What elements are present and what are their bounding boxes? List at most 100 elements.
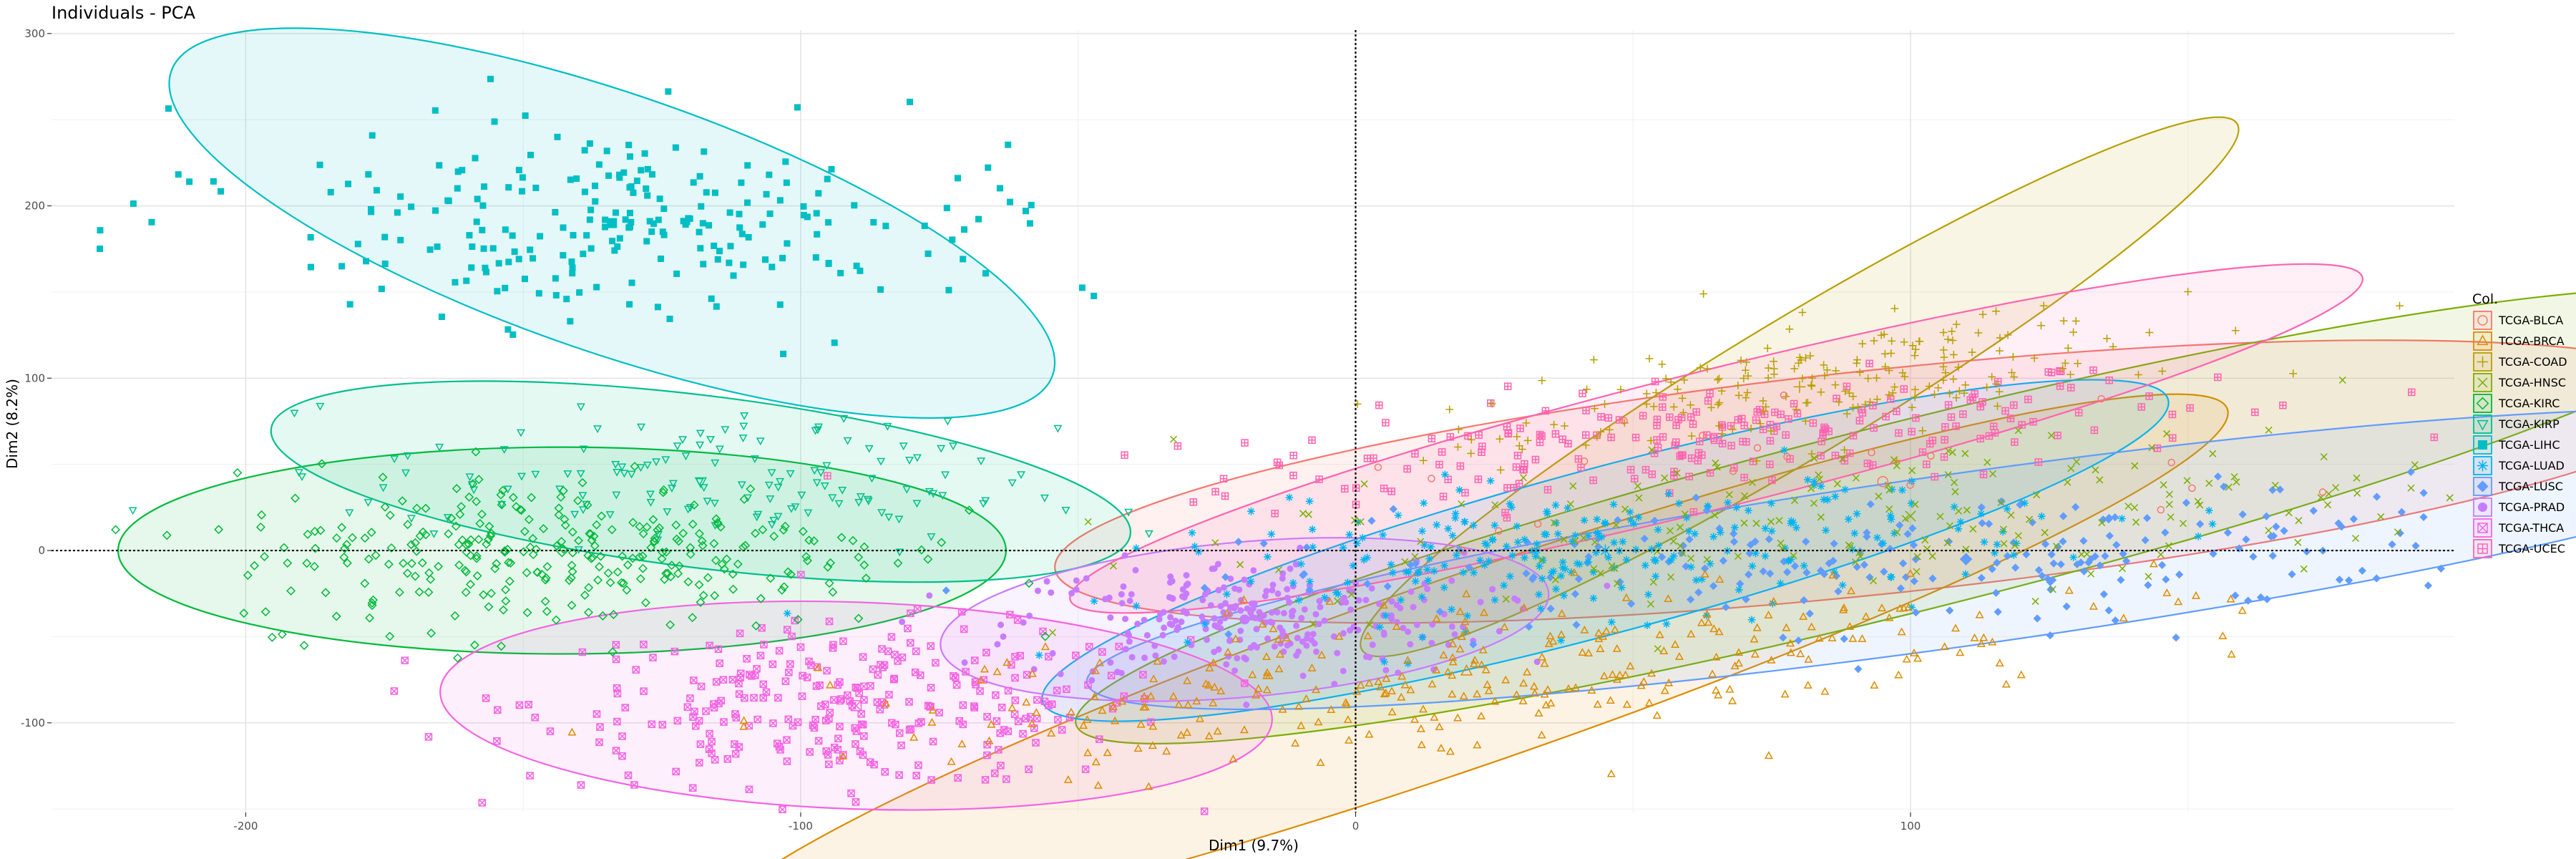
point-tcga-prad bbox=[1382, 666, 1390, 674]
point-tcga-brca bbox=[1469, 659, 1478, 668]
point-tcga-kirp bbox=[673, 442, 682, 451]
point-tcga-prad bbox=[1068, 590, 1075, 597]
point-tcga-brca bbox=[2016, 670, 2026, 679]
point-tcga-coad bbox=[1888, 336, 1896, 345]
point-tcga-thca bbox=[860, 732, 868, 740]
point-tcga-hnsc bbox=[1845, 541, 1853, 549]
point-tcga-kirp bbox=[753, 510, 763, 519]
point-tcga-thca bbox=[1096, 735, 1103, 743]
point-tcga-lihc bbox=[837, 269, 844, 276]
point-tcga-brca bbox=[1098, 706, 1107, 714]
point-tcga-kirp bbox=[895, 548, 904, 557]
point-tcga-lusc bbox=[1745, 571, 1753, 579]
point-tcga-lihc bbox=[824, 175, 831, 183]
point-tcga-hnsc bbox=[2007, 511, 2015, 519]
point-tcga-brca bbox=[1108, 702, 1118, 711]
point-tcga-prad bbox=[1334, 649, 1341, 656]
point-tcga-coad bbox=[1900, 338, 1908, 346]
point-tcga-lusc bbox=[1903, 530, 1912, 538]
point-tcga-lihc bbox=[502, 226, 509, 233]
point-tcga-kirc bbox=[527, 492, 537, 503]
point-tcga-ucec bbox=[1543, 485, 1552, 494]
point-tcga-thca bbox=[825, 715, 833, 723]
point-tcga-hnsc bbox=[1870, 577, 1878, 585]
point-tcga-ucec bbox=[1882, 412, 1890, 421]
point-tcga-brca bbox=[1611, 625, 1620, 634]
point-tcga-thca bbox=[612, 747, 620, 754]
point-tcga-kirc bbox=[640, 598, 650, 608]
point-tcga-ucec bbox=[1503, 514, 1511, 522]
point-tcga-lusc bbox=[1765, 535, 1774, 543]
point-tcga-luad bbox=[1536, 604, 1545, 613]
point-tcga-thca bbox=[784, 715, 792, 724]
legend-symbol bbox=[2477, 480, 2489, 492]
point-tcga-ucec bbox=[1435, 460, 1443, 469]
legend-label: TCGA-KIRC bbox=[2498, 397, 2560, 410]
point-tcga-coad bbox=[1939, 329, 1948, 336]
point-tcga-thca bbox=[981, 776, 990, 784]
point-tcga-hnsc bbox=[1711, 511, 1719, 519]
point-tcga-brca bbox=[1462, 589, 1471, 598]
point-tcga-brca bbox=[1448, 639, 1458, 648]
point-tcga-brca bbox=[1282, 634, 1292, 642]
point-tcga-luad bbox=[1485, 557, 1493, 566]
point-tcga-kirc bbox=[310, 561, 319, 571]
point-tcga-ucec bbox=[1604, 414, 1613, 422]
point-tcga-lihc bbox=[665, 88, 672, 95]
point-tcga-ucec bbox=[1831, 452, 1840, 460]
point-tcga-coad bbox=[1974, 329, 1983, 337]
point-tcga-thca bbox=[992, 717, 1001, 725]
point-tcga-thca bbox=[927, 684, 935, 691]
point-tcga-thca bbox=[702, 707, 710, 715]
point-tcga-brca bbox=[1090, 692, 1099, 701]
point-tcga-coad bbox=[1770, 357, 1778, 366]
point-tcga-hnsc bbox=[2163, 430, 2171, 437]
point-tcga-coad bbox=[1717, 387, 1726, 395]
point-tcga-lihc bbox=[851, 202, 858, 209]
point-tcga-luad bbox=[1476, 556, 1484, 565]
point-tcga-kirc bbox=[426, 629, 436, 638]
point-tcga-lihc bbox=[434, 243, 441, 251]
point-tcga-prad bbox=[1299, 638, 1306, 645]
point-tcga-luad bbox=[1263, 553, 1272, 561]
point-tcga-prad bbox=[1352, 580, 1360, 587]
chart-title: Individuals - PCA bbox=[52, 3, 196, 23]
point-tcga-kirc bbox=[542, 562, 552, 572]
point-tcga-brca bbox=[1028, 719, 1037, 727]
point-tcga-prad bbox=[1222, 600, 1229, 607]
point-tcga-brca bbox=[1647, 669, 1657, 677]
point-tcga-thca bbox=[482, 694, 490, 702]
point-tcga-luad bbox=[1201, 620, 1209, 629]
point-tcga-brca bbox=[928, 705, 937, 714]
point-tcga-brca bbox=[1519, 603, 1528, 611]
point-tcga-brca bbox=[1343, 715, 1352, 724]
point-tcga-kirc bbox=[728, 569, 738, 579]
point-tcga-lusc bbox=[1389, 505, 1397, 513]
point-tcga-brca bbox=[1459, 691, 1468, 700]
point-tcga-lusc bbox=[1221, 573, 1230, 581]
point-tcga-brca bbox=[1327, 705, 1336, 714]
point-tcga-coad bbox=[1687, 432, 1696, 440]
point-tcga-ucec bbox=[1923, 460, 1931, 468]
point-tcga-lusc bbox=[1993, 558, 2001, 567]
point-tcga-ucec bbox=[1766, 460, 1774, 468]
point-tcga-prad bbox=[1243, 702, 1250, 709]
point-tcga-prad bbox=[1388, 598, 1395, 605]
point-tcga-luad bbox=[1538, 574, 1546, 583]
point-tcga-prad bbox=[1209, 566, 1216, 573]
point-tcga-prad bbox=[1126, 638, 1133, 645]
point-tcga-prad bbox=[1180, 608, 1187, 615]
point-tcga-lihc bbox=[1091, 292, 1098, 299]
point-tcga-lihc bbox=[431, 107, 439, 114]
point-tcga-coad bbox=[1488, 399, 1496, 408]
point-tcga-prad bbox=[1362, 596, 1370, 603]
point-tcga-luad bbox=[1768, 599, 1777, 608]
point-tcga-kirc bbox=[618, 551, 628, 561]
point-tcga-ucec bbox=[1944, 401, 1953, 409]
point-tcga-hnsc bbox=[1351, 516, 1359, 524]
point-tcga-kirc bbox=[608, 647, 618, 657]
point-tcga-brca bbox=[1275, 649, 1284, 658]
point-tcga-luad bbox=[2208, 520, 2217, 528]
point-tcga-luad bbox=[1420, 541, 1428, 549]
point-tcga-prad bbox=[1249, 613, 1256, 621]
